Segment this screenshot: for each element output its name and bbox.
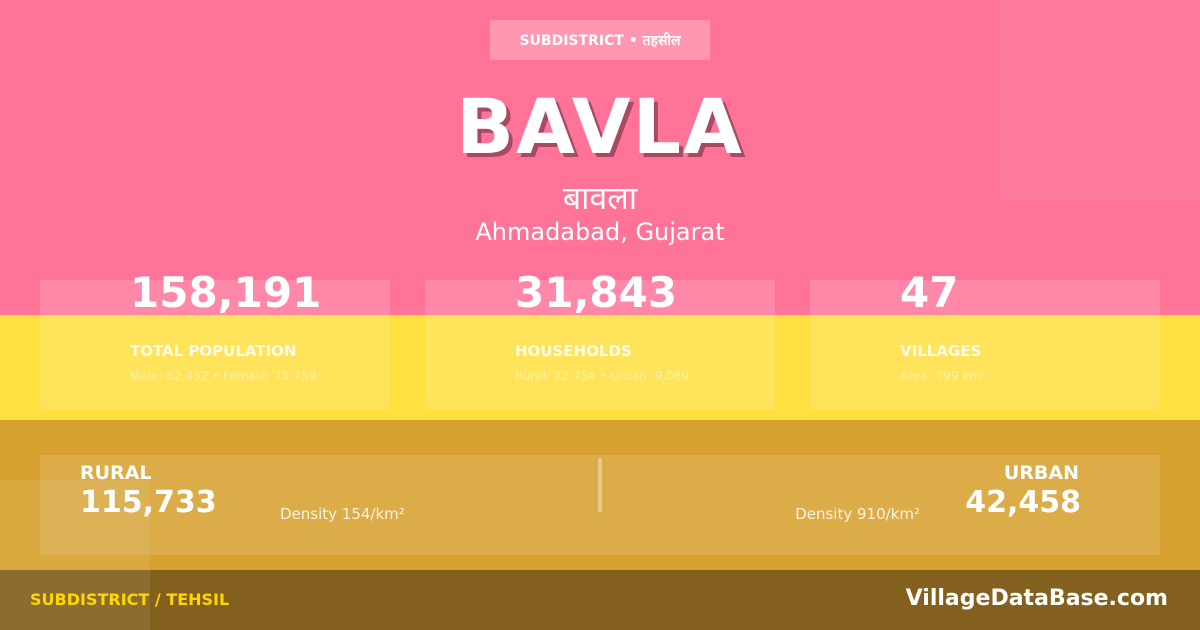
stat-value: 31,843 [515, 268, 678, 317]
stat-card-villages: 47 VILLAGES Area: 799 km² [810, 268, 1160, 410]
page-title: BAVLA [456, 82, 744, 171]
stat-sub: Rural: 22,754 • Urban: 9,089 [515, 369, 690, 383]
stats-band [0, 315, 1200, 420]
stat-card-population: 158,191 TOTAL POPULATION Male: 82,432 • … [40, 268, 390, 410]
rural-urban-panel [40, 455, 1160, 555]
stat-value: 158,191 [130, 268, 322, 317]
title-hindi: बावला [562, 179, 638, 217]
urban-density: Density 910/km² [795, 505, 920, 523]
location: Ahmadabad, Gujarat [475, 218, 725, 246]
stat-label: VILLAGES [900, 342, 982, 360]
stat-card-households: 31,843 HOUSEHOLDS Rural: 22,754 • Urban:… [425, 268, 775, 410]
urban-value: 42,458 [965, 485, 1081, 520]
rural-value: 115,733 [80, 485, 217, 520]
stat-label: HOUSEHOLDS [515, 342, 632, 360]
footer-bar [0, 570, 1200, 630]
site-brand-link[interactable]: VillageDataBase.com [905, 586, 1168, 611]
type-badge: SUBDISTRICT • तहसील [490, 20, 710, 60]
stat-sub: Male: 82,432 • Female: 75,759 [130, 369, 317, 383]
rural-density: Density 154/km² [280, 505, 405, 523]
stat-value: 47 [900, 268, 959, 317]
decorative-square [0, 480, 150, 630]
rural-label: RURAL [80, 462, 152, 484]
decorative-square [1000, 0, 1200, 200]
stat-label: TOTAL POPULATION [130, 342, 297, 360]
stat-sub: Area: 799 km² [900, 369, 986, 383]
rural-urban-band [0, 420, 1200, 570]
urban-label: URBAN [1003, 462, 1079, 484]
header-band [0, 0, 1200, 315]
footer-category: SUBDISTRICT / TEHSIL [30, 590, 230, 609]
divider [598, 458, 602, 512]
